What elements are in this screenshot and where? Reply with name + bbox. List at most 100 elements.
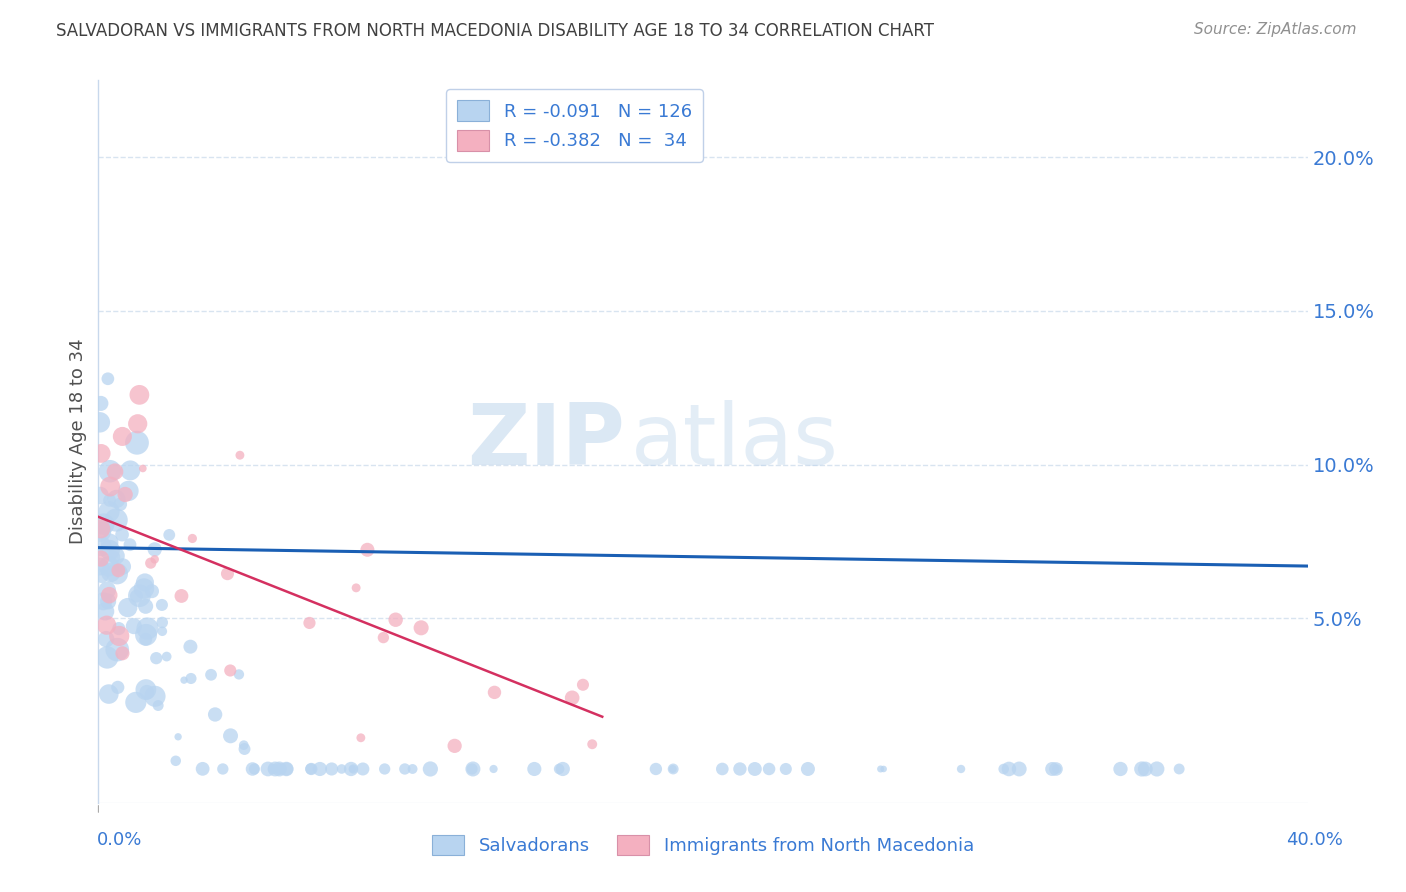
Point <box>219 664 242 678</box>
Point <box>128 589 150 603</box>
Point <box>758 762 780 776</box>
Text: Source: ZipAtlas.com: Source: ZipAtlas.com <box>1194 22 1357 37</box>
Point <box>128 388 150 402</box>
Point <box>548 762 571 776</box>
Point <box>561 690 583 705</box>
Point <box>105 491 128 506</box>
Point <box>1046 762 1069 776</box>
Point <box>276 762 298 776</box>
Point <box>98 535 121 549</box>
Point <box>97 372 120 386</box>
Point <box>125 695 148 709</box>
Point <box>419 762 441 776</box>
Point <box>98 505 121 519</box>
Point <box>90 524 112 539</box>
Point <box>107 563 129 577</box>
Point <box>167 730 190 744</box>
Point <box>98 479 121 493</box>
Point <box>127 417 149 431</box>
Point <box>170 589 193 603</box>
Point <box>309 762 332 776</box>
Point <box>150 615 173 630</box>
Point <box>125 589 148 603</box>
Point <box>94 604 117 618</box>
Point <box>98 543 121 558</box>
Point <box>180 672 202 686</box>
Point <box>117 483 139 498</box>
Point <box>352 762 374 776</box>
Point <box>135 628 157 642</box>
Point <box>572 678 595 692</box>
Point <box>125 435 148 450</box>
Point <box>228 667 250 681</box>
Point <box>384 613 406 627</box>
Point <box>1008 762 1031 776</box>
Point <box>551 762 574 776</box>
Point <box>145 651 167 665</box>
Point <box>100 566 122 580</box>
Point <box>143 690 166 704</box>
Point <box>264 762 287 776</box>
Point <box>269 762 291 776</box>
Point <box>97 559 120 574</box>
Point <box>110 497 132 511</box>
Point <box>93 517 115 532</box>
Point <box>181 532 204 546</box>
Point <box>91 594 114 608</box>
Point <box>461 762 484 776</box>
Point <box>157 528 180 542</box>
Point <box>97 594 120 608</box>
Point <box>1168 762 1191 776</box>
Point <box>993 762 1015 776</box>
Point <box>1109 762 1132 776</box>
Point <box>374 762 396 776</box>
Point <box>242 762 264 776</box>
Point <box>139 556 162 570</box>
Point <box>96 632 118 647</box>
Point <box>711 762 734 776</box>
Point <box>276 762 298 776</box>
Point <box>1146 762 1168 776</box>
Point <box>89 415 111 429</box>
Point <box>104 465 127 479</box>
Point <box>105 642 128 657</box>
Point <box>662 762 685 776</box>
Point <box>98 588 121 602</box>
Point <box>321 762 343 776</box>
Point <box>122 619 145 633</box>
Point <box>411 621 433 635</box>
Point <box>1135 762 1157 776</box>
Point <box>165 754 187 768</box>
Point <box>344 581 367 595</box>
Point <box>132 461 155 475</box>
Point <box>143 542 166 557</box>
Point <box>90 522 112 536</box>
Point <box>156 649 179 664</box>
Point <box>98 493 121 508</box>
Point <box>135 682 157 697</box>
Point <box>103 550 125 565</box>
Point <box>340 762 363 776</box>
Point <box>581 737 603 751</box>
Point <box>262 762 284 776</box>
Point <box>872 762 894 776</box>
Point <box>135 685 157 699</box>
Point <box>263 762 285 776</box>
Point <box>1045 762 1067 776</box>
Text: atlas: atlas <box>630 400 838 483</box>
Point <box>523 762 546 776</box>
Point <box>728 762 751 776</box>
Point <box>111 559 134 574</box>
Point <box>89 559 111 574</box>
Point <box>111 527 134 541</box>
Point <box>775 762 797 776</box>
Point <box>150 624 173 639</box>
Text: 40.0%: 40.0% <box>1286 831 1343 849</box>
Point <box>90 540 112 554</box>
Point <box>342 762 364 776</box>
Point <box>132 582 155 596</box>
Point <box>108 622 131 636</box>
Point <box>96 650 118 665</box>
Point <box>111 646 134 660</box>
Point <box>114 487 136 501</box>
